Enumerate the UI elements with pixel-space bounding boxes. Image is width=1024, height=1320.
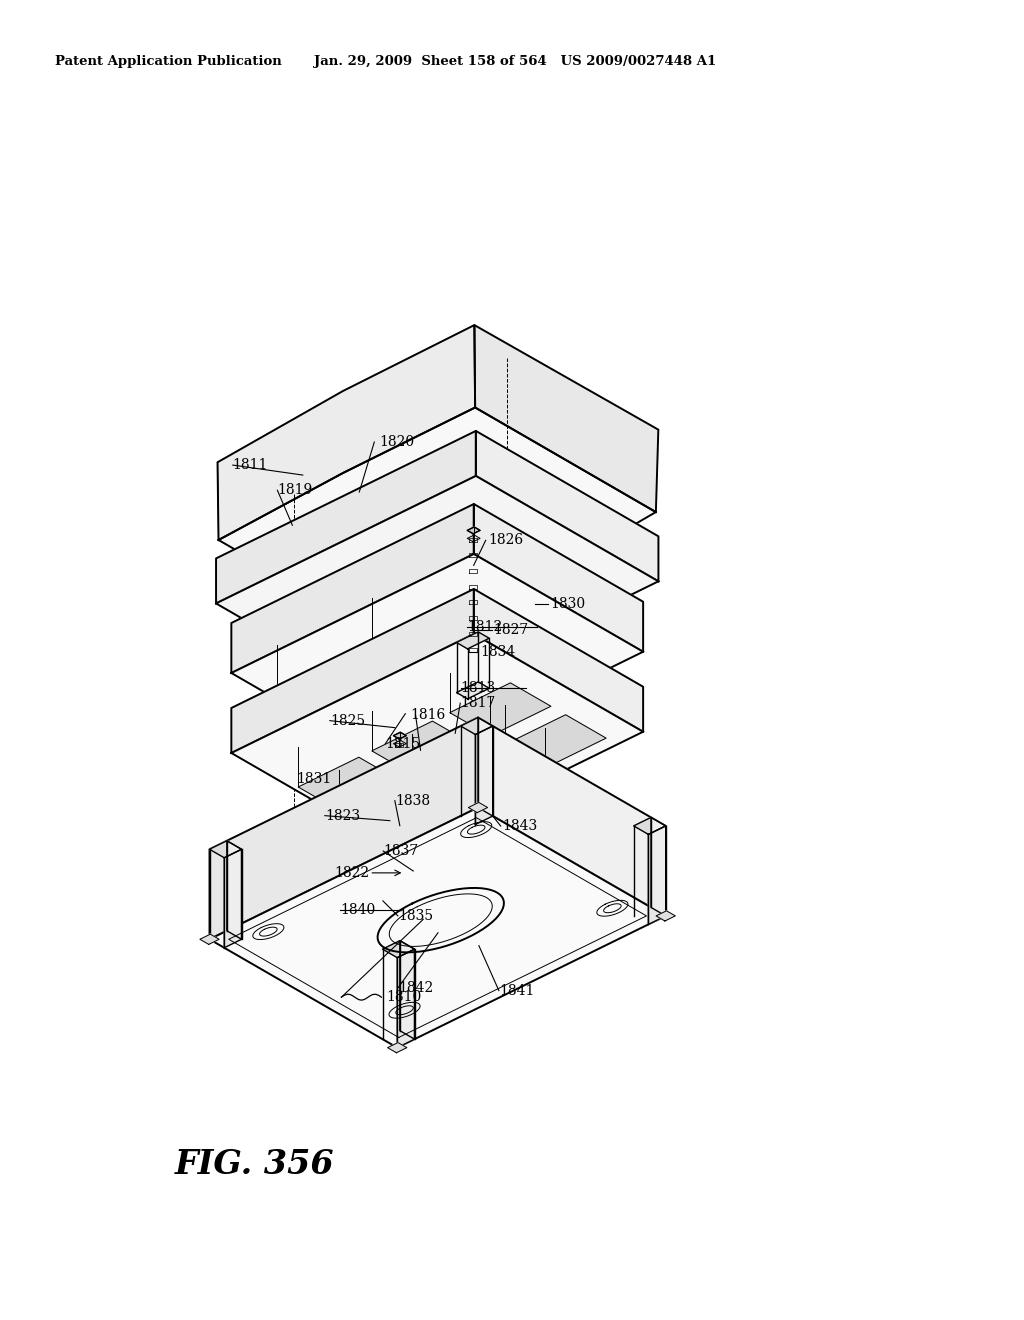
Polygon shape [385, 846, 414, 861]
Text: 1817: 1817 [460, 696, 496, 710]
Polygon shape [385, 862, 414, 876]
Polygon shape [372, 605, 502, 673]
Polygon shape [438, 643, 567, 711]
Polygon shape [400, 552, 515, 611]
Polygon shape [397, 949, 415, 1048]
Polygon shape [200, 935, 219, 944]
Polygon shape [231, 554, 643, 771]
Text: FIG. 356: FIG. 356 [175, 1148, 335, 1181]
Polygon shape [388, 1043, 407, 1053]
Text: 1816: 1816 [411, 709, 445, 722]
Polygon shape [656, 911, 675, 921]
Polygon shape [231, 589, 474, 752]
Polygon shape [478, 718, 666, 916]
Text: 1843: 1843 [503, 818, 538, 833]
Text: Jan. 29, 2009  Sheet 158 of 564   US 2009/0027448 A1: Jan. 29, 2009 Sheet 158 of 564 US 2009/0… [314, 55, 716, 69]
Polygon shape [216, 477, 658, 709]
Polygon shape [227, 841, 242, 940]
Text: 1812: 1812 [467, 620, 503, 634]
Polygon shape [353, 789, 455, 842]
Polygon shape [648, 826, 666, 924]
Polygon shape [651, 817, 666, 916]
Text: 1837: 1837 [383, 843, 419, 858]
Polygon shape [210, 841, 242, 858]
Polygon shape [450, 682, 551, 737]
Text: 1826: 1826 [488, 533, 524, 548]
Text: 1820: 1820 [379, 436, 415, 449]
Text: 1823: 1823 [325, 809, 360, 822]
Polygon shape [427, 752, 528, 807]
Polygon shape [634, 817, 666, 834]
Text: 1815: 1815 [385, 737, 421, 751]
Polygon shape [476, 430, 658, 581]
Polygon shape [467, 527, 480, 533]
Text: 1810: 1810 [386, 990, 422, 1005]
Polygon shape [393, 733, 407, 739]
Polygon shape [399, 941, 415, 1039]
Polygon shape [343, 690, 472, 758]
Polygon shape [468, 803, 487, 813]
Polygon shape [224, 849, 242, 948]
Text: 1840: 1840 [340, 903, 375, 917]
Polygon shape [383, 941, 415, 957]
Polygon shape [385, 854, 414, 869]
Text: 1822: 1822 [334, 866, 370, 880]
Text: 1825: 1825 [330, 714, 365, 727]
Text: 1841: 1841 [499, 983, 535, 998]
Text: 1827: 1827 [494, 623, 529, 638]
Polygon shape [305, 598, 420, 657]
Text: 1813: 1813 [461, 681, 496, 696]
Polygon shape [210, 718, 478, 940]
Text: Patent Application Publication: Patent Application Publication [55, 55, 282, 69]
Polygon shape [474, 589, 643, 731]
Polygon shape [478, 718, 493, 816]
Text: 1842: 1842 [398, 981, 433, 995]
Polygon shape [445, 577, 560, 636]
Polygon shape [231, 504, 474, 673]
Polygon shape [474, 504, 643, 652]
Polygon shape [210, 808, 666, 1048]
Polygon shape [461, 718, 493, 734]
Polygon shape [475, 726, 493, 825]
Text: 1834: 1834 [480, 645, 515, 659]
Polygon shape [385, 886, 414, 900]
Polygon shape [385, 838, 414, 853]
Polygon shape [298, 758, 399, 810]
Polygon shape [474, 325, 658, 512]
Polygon shape [372, 721, 473, 775]
Polygon shape [385, 878, 414, 892]
Polygon shape [457, 632, 489, 649]
Text: 1835: 1835 [398, 909, 433, 923]
Text: 1811: 1811 [232, 458, 268, 473]
Polygon shape [385, 896, 422, 915]
Polygon shape [385, 870, 414, 884]
Text: 1830: 1830 [550, 597, 586, 611]
Polygon shape [231, 634, 643, 851]
Polygon shape [276, 652, 407, 719]
Text: 1819: 1819 [278, 483, 312, 498]
Polygon shape [385, 880, 422, 900]
Text: 1838: 1838 [395, 793, 430, 808]
Polygon shape [217, 325, 475, 540]
Text: 1831: 1831 [297, 772, 332, 785]
Polygon shape [218, 408, 655, 640]
Polygon shape [385, 838, 414, 853]
Polygon shape [505, 714, 606, 768]
Polygon shape [216, 430, 476, 603]
Polygon shape [457, 682, 489, 698]
Polygon shape [349, 624, 465, 684]
Polygon shape [385, 888, 414, 903]
